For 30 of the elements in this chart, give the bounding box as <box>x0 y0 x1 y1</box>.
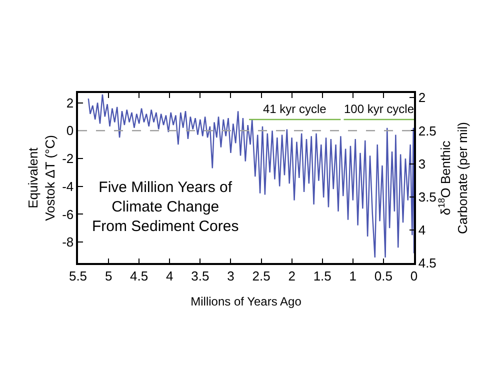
x-tick-label: 4 <box>166 268 174 284</box>
x-tick-label: 3.5 <box>191 268 210 284</box>
x-tick-label: 1.5 <box>313 268 332 284</box>
x-tick-label: 5 <box>104 268 112 284</box>
y2-tick-label: 2.5 <box>418 123 436 138</box>
x-tick-label: 2 <box>288 268 296 284</box>
x-tick-label: 4.5 <box>130 268 148 284</box>
line-series <box>88 94 414 258</box>
y2-tick-label: 3.5 <box>418 189 436 204</box>
annotation: Five Million Years of Climate Change From Sediment Cores <box>92 179 239 235</box>
x-tick-label: 0 <box>410 268 418 284</box>
y2-tick-label: 4 <box>418 222 426 238</box>
y-axis-title: Equivalent Vostok ΔT (°C) <box>26 135 58 221</box>
y-tick-label: -2 <box>62 151 74 166</box>
y-tick-label: 2 <box>66 95 74 110</box>
x-axis-title: Millions of Years Ago <box>190 294 302 309</box>
y2-tick-label: 2 <box>418 90 426 106</box>
y2-tick-label: 3 <box>418 156 426 172</box>
x-tick-label: 2.5 <box>252 268 270 284</box>
series-label: 100 kyr cycle <box>344 102 414 116</box>
y-tick-label: 0 <box>66 123 74 138</box>
x-tick-label: 3 <box>227 268 234 284</box>
y2-tick-label: 4.5 <box>418 256 436 271</box>
x-tick-label: 1 <box>349 268 357 284</box>
y-tick-label: -6 <box>62 206 74 222</box>
series-label: 41 kyr cycle <box>263 102 327 116</box>
x-tick-label: 0.5 <box>374 268 392 284</box>
x-tick-label: 5.5 <box>68 268 88 284</box>
y-tick-label: -4 <box>62 178 74 194</box>
y-tick-label: -8 <box>62 234 74 250</box>
